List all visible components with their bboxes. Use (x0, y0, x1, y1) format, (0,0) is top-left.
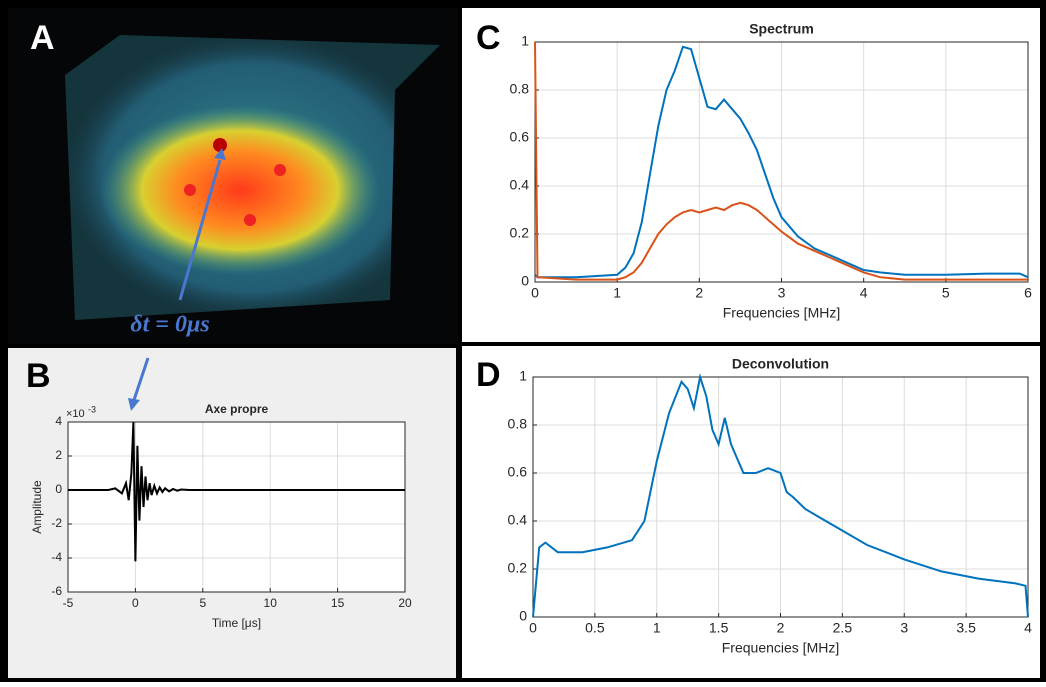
hot-spot (213, 138, 227, 152)
y-tick-label: 4 (55, 414, 62, 428)
x-tick-label: 1.5 (709, 620, 729, 636)
data-line (68, 421, 405, 562)
y-tick-label: 0.2 (508, 560, 528, 576)
x-tick-label: 5 (942, 285, 950, 301)
x-tick-label: 0 (531, 285, 539, 301)
y-tick-label: -4 (51, 550, 62, 564)
annotation: δt = 0μs (130, 312, 209, 338)
y-tick-label: 1 (519, 368, 527, 384)
y-tick-label: 0 (55, 482, 62, 496)
x-tick-label: 15 (331, 596, 345, 610)
plot-area (68, 422, 405, 592)
x-axis-label: Time [μs] (212, 616, 261, 630)
x-axis-label: Frequencies [MHz] (722, 640, 839, 656)
hot-region (100, 105, 380, 275)
chart-title: Deconvolution (732, 356, 829, 372)
chart-title: Axe propre (205, 402, 269, 416)
x-tick-label: 1 (653, 620, 661, 636)
hot-spot (274, 164, 286, 176)
y-tick-label: 0.6 (508, 464, 528, 480)
data-line (534, 41, 1028, 281)
axes-box (67, 421, 406, 593)
data-line (532, 373, 1029, 618)
x-tick-label: 3.5 (956, 620, 976, 636)
y-tick-label: -6 (51, 584, 62, 598)
x-tick-label: 4 (1024, 620, 1032, 636)
axes-box (534, 41, 1029, 283)
arrow (178, 159, 222, 301)
x-tick-label: 3 (900, 620, 908, 636)
y-tick-label: 0.8 (508, 416, 528, 432)
y-tick-label: 0.8 (510, 81, 530, 97)
y-multiplier: ×10 (66, 408, 85, 420)
hot-spot (184, 184, 196, 196)
y-tick-label: 0.4 (510, 177, 530, 193)
y-multiplier-exponent: -3 (88, 404, 96, 414)
panel-label: C (476, 19, 501, 57)
x-tick-label: 1 (613, 285, 621, 301)
x-tick-label: 0 (529, 620, 537, 636)
y-axis-label: Amplitude (30, 480, 44, 534)
y-tick-label: 0.2 (510, 225, 530, 241)
arrow-head (128, 398, 140, 411)
x-tick-label: 5 (199, 596, 206, 610)
y-tick-label: 2 (55, 448, 62, 462)
hot-spot (244, 214, 256, 226)
panel-label: B (26, 357, 51, 395)
y-tick-label: 0 (519, 608, 527, 624)
x-tick-label: 20 (398, 596, 412, 610)
x-axis-label: Frequencies [MHz] (723, 305, 840, 321)
x-tick-label: 10 (264, 596, 278, 610)
chart-title: Spectrum (749, 21, 814, 37)
arrow (132, 357, 150, 401)
panel-label: A (30, 19, 55, 57)
y-tick-label: 0.4 (508, 512, 528, 528)
x-tick-label: -5 (63, 596, 74, 610)
y-tick-label: 0.6 (510, 129, 530, 145)
x-tick-label: 2 (777, 620, 785, 636)
x-tick-label: 3 (778, 285, 786, 301)
axes-box (532, 376, 1029, 618)
y-tick-label: 0 (521, 273, 529, 289)
x-tick-label: 6 (1024, 285, 1032, 301)
data-line (534, 45, 1029, 279)
y-tick-label: 1 (521, 33, 529, 49)
x-tick-label: 2 (695, 285, 703, 301)
y-tick-label: -2 (51, 516, 62, 530)
x-tick-label: 0 (132, 596, 139, 610)
panel-label: D (476, 356, 501, 394)
x-tick-label: 0.5 (585, 620, 605, 636)
arrow-head (214, 148, 226, 160)
x-tick-label: 2.5 (833, 620, 853, 636)
x-tick-label: 4 (860, 285, 868, 301)
